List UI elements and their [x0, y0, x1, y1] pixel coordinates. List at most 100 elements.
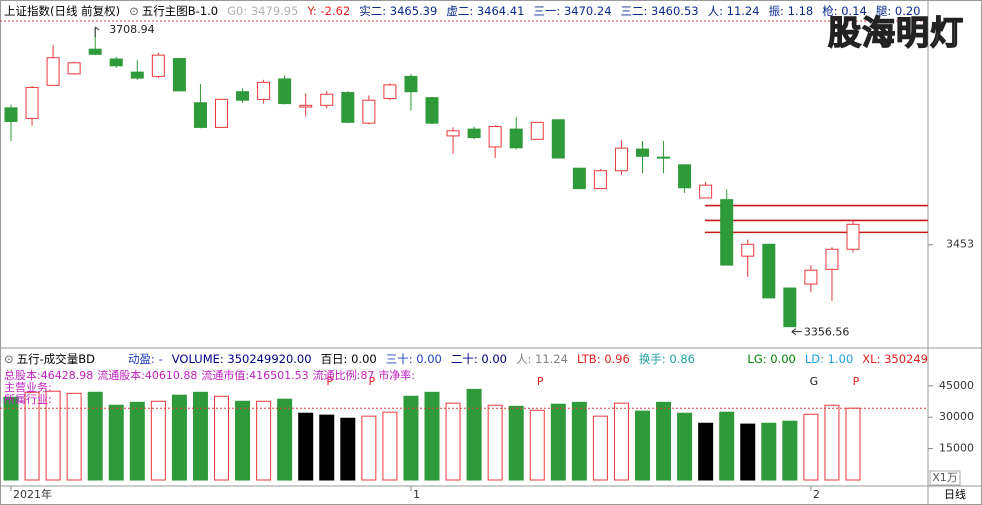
candle-body: [109, 58, 123, 67]
volume-bar: [550, 403, 566, 481]
volume-bar: [171, 394, 187, 481]
volume-bar: [824, 404, 840, 481]
indicator-value: G0: 3479.95: [227, 4, 299, 18]
info-text: 流通股本:40610.88: [97, 369, 198, 382]
signal-label: P: [369, 375, 376, 388]
info-overlay: 总股本:46428.98 流通股本:40610.88 流通市值:416501.53 流…: [4, 370, 419, 406]
icon: ⊙: [4, 352, 14, 366]
volume-bar: [656, 401, 672, 481]
volume-bar: [3, 396, 19, 481]
y-tick-label: 45000: [939, 379, 974, 392]
candle-body: [193, 102, 207, 128]
info-text: 市净率:: [378, 369, 416, 382]
candle-body: [467, 128, 481, 139]
candle-body: [215, 98, 228, 128]
candle-body: [762, 243, 776, 299]
candle-body: [299, 104, 313, 108]
volume-bar: [719, 411, 735, 481]
candle-body: [67, 62, 81, 75]
volume-bar: [87, 391, 103, 481]
marker-arrow: [791, 328, 802, 336]
volume-header-right: LG: 0.00 LD: 1.00 XL: 350249: [747, 350, 928, 368]
x-tick-label: 2: [813, 488, 820, 501]
volume-value: VOLUME: 350249920.00: [171, 352, 312, 366]
volume-bar: [845, 407, 861, 481]
volume-bar: [403, 395, 419, 481]
candle-body: [614, 147, 628, 172]
volume-bar: [361, 415, 377, 481]
info-text: 所属行业:: [4, 393, 52, 406]
candle-body: [593, 170, 607, 190]
volume-bar: [277, 398, 293, 481]
volume-bar: [782, 420, 798, 481]
info-text: 总股本:46428.98: [4, 369, 94, 382]
volume-value: LG: 0.00: [747, 352, 796, 366]
volume-bar: [466, 388, 482, 481]
volume-bar: [508, 405, 524, 481]
volume-bar: [45, 390, 61, 481]
volume-bar: [424, 391, 440, 481]
indicator-value: 振: 1.18: [768, 4, 814, 18]
candle-body: [320, 93, 334, 106]
candle-body: [130, 71, 144, 79]
volume-value: 三十: 0.00: [385, 352, 442, 366]
icon: ⊙: [129, 4, 139, 18]
volume-bar: [129, 401, 145, 481]
indicator-value: 腿: 0.20: [875, 4, 921, 18]
volume-bar: [613, 402, 629, 481]
volume-bar: [298, 412, 314, 481]
candle-body: [46, 57, 60, 86]
indicator-name[interactable]: 五行主图B-1.0: [141, 4, 219, 18]
candle-body: [636, 148, 649, 157]
volume-value: XL: 350249: [862, 352, 928, 366]
low-label: 3356.56: [804, 326, 850, 339]
signal-label: P: [326, 375, 333, 388]
volume-bar: [529, 409, 545, 481]
volume-value: LD: 1.00: [804, 352, 854, 366]
candle-body: [4, 107, 18, 122]
candle-body: [151, 54, 165, 77]
y-tick-label: 30000: [939, 410, 974, 423]
candle-body: [720, 199, 734, 266]
candle-body: [783, 287, 797, 328]
volume-bar: [677, 412, 693, 481]
indicator-value: 人: 11.24: [707, 4, 760, 18]
volume-bar: [445, 402, 461, 481]
volume-bar: [150, 400, 166, 481]
volume-value: 人: 11.24: [515, 352, 568, 366]
signal-label: P: [853, 375, 860, 388]
candle-body: [741, 243, 755, 257]
volume-bar: [66, 392, 82, 481]
volume-bar: [214, 395, 229, 481]
volume-bar: [803, 413, 819, 481]
candle-body: [236, 91, 250, 101]
candle-body: [278, 78, 292, 105]
candle-body: [488, 126, 502, 148]
candle-body: [804, 269, 818, 285]
indicator-value: 实二: 3465.39: [359, 4, 438, 18]
signal-label: P: [537, 375, 544, 388]
volume-bar: [592, 415, 608, 481]
volume-bar: [761, 422, 777, 481]
info-row: 所属行业:: [4, 394, 419, 406]
toolbar: 上证指数(日线 前复权) ⊙ 五行主图B-1.0 G0: 3479.95 Y: -…: [4, 2, 920, 20]
y-tick-label: 3453: [946, 238, 974, 251]
indicator-value: 枪: 0.14: [822, 4, 867, 18]
volume-value: 百日: 0.00: [320, 352, 377, 366]
candle-body: [678, 164, 692, 189]
volume-bar: [235, 400, 251, 481]
indicator-value: 虚二: 3464.41: [446, 4, 525, 18]
candle-body: [446, 130, 460, 137]
unit-box: [929, 470, 961, 486]
volume-value: LTB: 0.96: [576, 352, 630, 366]
candle-body: [257, 81, 271, 100]
candle-body: [383, 84, 397, 100]
signal-label: G: [810, 375, 819, 388]
watermark: 股海明灯: [827, 12, 964, 52]
candle-body: [88, 48, 102, 55]
volume-title[interactable]: 五行-成交量BD: [16, 352, 96, 366]
volume-bar: [192, 391, 208, 481]
unit-label: X1万: [932, 471, 958, 484]
